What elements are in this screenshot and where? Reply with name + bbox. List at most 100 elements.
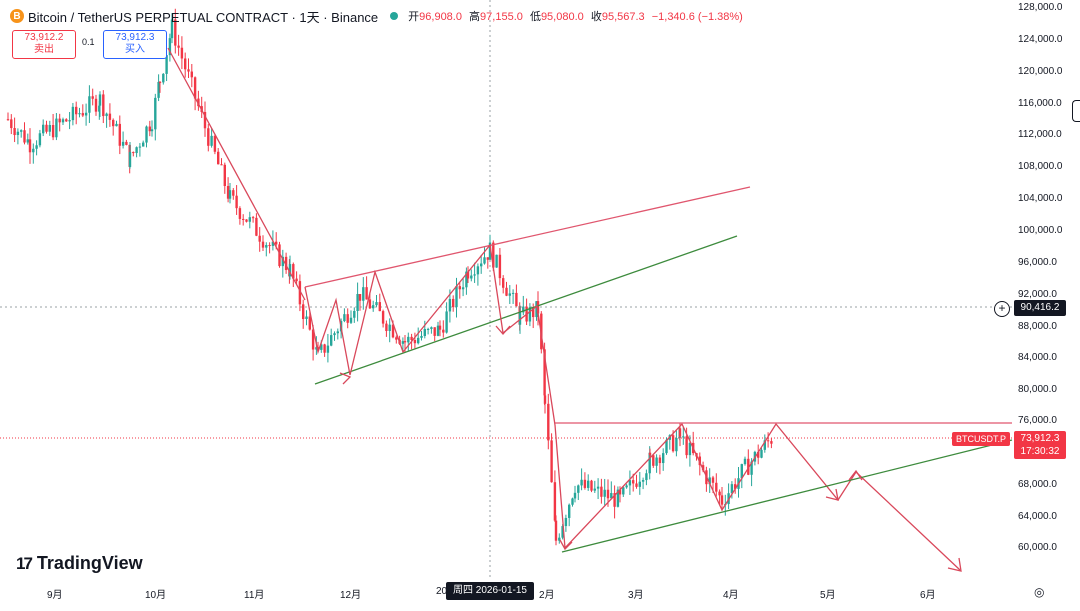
candle-body: [632, 480, 635, 484]
candle-body: [413, 340, 417, 344]
candle-body: [223, 164, 226, 187]
candle-body: [535, 301, 538, 318]
candle-body: [648, 452, 651, 474]
candle-body: [508, 293, 511, 296]
candle-body: [502, 278, 505, 288]
settings-icon[interactable]: ◎: [1034, 585, 1045, 599]
chart-header: B Bitcoin / TetherUS PERPETUAL CONTRACT …: [10, 6, 747, 26]
spread-value: 0.1: [82, 37, 95, 47]
candle-body: [38, 133, 42, 146]
bitcoin-icon: B: [10, 9, 24, 23]
wave-path-2[interactable]: [554, 422, 961, 571]
candle-body: [543, 349, 546, 396]
candle-body: [448, 298, 452, 312]
candle-body: [145, 126, 148, 143]
candle-body: [606, 489, 610, 499]
candle-body: [433, 327, 436, 336]
candle-body: [420, 335, 423, 338]
candle-body: [238, 208, 242, 219]
price-tick-label: 68,000.0: [1018, 479, 1057, 490]
time-tick-label: 9月: [47, 590, 63, 601]
candle-body: [553, 482, 557, 521]
candle-body: [315, 347, 318, 350]
candle-body: [430, 327, 433, 329]
wave-path-1[interactable]: [304, 243, 556, 426]
candle-body: [292, 264, 295, 279]
candle-body: [288, 264, 292, 277]
candle-body: [275, 241, 278, 245]
candle-body: [58, 118, 61, 123]
symbol-title[interactable]: Bitcoin / TetherUS PERPETUAL CONTRACT · …: [28, 9, 379, 25]
candle-body: [488, 242, 492, 260]
arrowhead: [848, 469, 863, 481]
candle-body: [388, 324, 391, 331]
candle-body: [115, 123, 118, 127]
candle-body: [543, 395, 547, 404]
candle-body: [174, 19, 177, 46]
candle-body: [688, 442, 692, 456]
downtrend-line[interactable]: [167, 47, 306, 301]
candle-body: [28, 139, 32, 153]
candle-body: [157, 81, 160, 98]
sell-button[interactable]: 73,912.2 卖出: [12, 30, 76, 59]
candle-body: [740, 464, 743, 479]
candle-body: [701, 465, 705, 471]
lower-channel-line[interactable]: [314, 235, 738, 385]
price-tick-label: 76,000.0: [1018, 415, 1057, 426]
arrowhead: [495, 325, 511, 335]
candle-body: [187, 69, 190, 72]
candle-body: [336, 331, 339, 334]
price-tick-label: 112,000.0: [1018, 129, 1062, 140]
candle-body: [154, 97, 157, 130]
candle-body: [55, 118, 58, 138]
candle-body: [622, 487, 625, 495]
time-tick-label: 5月: [820, 590, 836, 601]
candle-body: [330, 335, 333, 346]
price-tick-label: 128,000.0: [1018, 2, 1063, 13]
candle-body: [625, 485, 628, 488]
candle-body: [590, 480, 593, 491]
candle-body: [165, 55, 168, 74]
candle-body: [480, 263, 483, 267]
candle-body: [71, 106, 75, 121]
tradingview-logo-text: TradingView: [36, 553, 143, 573]
arrowhead: [559, 539, 573, 551]
drawings[interactable]: [167, 47, 1013, 572]
add-alert-icon[interactable]: +: [994, 301, 1010, 317]
candle-body: [628, 480, 632, 486]
candle-body: [708, 477, 711, 485]
candle-body: [217, 151, 220, 165]
side-panel-handle[interactable]: [1072, 100, 1080, 122]
candle-body: [346, 314, 349, 323]
buy-button[interactable]: 73,912.3 买入: [103, 30, 167, 59]
time-tick-label: 6月: [920, 590, 936, 601]
candle-body: [65, 119, 68, 122]
candle-body: [445, 311, 448, 333]
candle-body: [365, 287, 368, 300]
candle-body: [232, 190, 235, 196]
support-line[interactable]: [561, 439, 1013, 553]
candle-body: [6, 119, 10, 121]
candle-body: [391, 324, 395, 338]
price-tick-label: 116,000.0: [1018, 98, 1062, 109]
time-tick-label: 4月: [723, 590, 739, 601]
candle-body: [132, 152, 135, 154]
tradingview-logo[interactable]: 17 TradingView: [16, 553, 143, 574]
symbol-tag: BTCUSDT.P: [952, 432, 1010, 446]
price-tick-label: 120,000.0: [1018, 66, 1063, 77]
candle-body: [554, 520, 558, 541]
candle-body: [284, 256, 288, 271]
candle-body: [302, 304, 305, 320]
candle-body: [295, 278, 298, 282]
candle-body: [48, 125, 51, 132]
candle-body: [678, 428, 682, 437]
candle-body: [410, 336, 413, 341]
candle-body: [561, 526, 564, 538]
candle-body: [320, 344, 323, 350]
candle-body: [757, 451, 760, 458]
candle-body: [645, 473, 648, 481]
candle-body: [458, 286, 461, 290]
upper-channel-line[interactable]: [304, 186, 751, 288]
price-tick-label: 124,000.0: [1018, 34, 1063, 45]
